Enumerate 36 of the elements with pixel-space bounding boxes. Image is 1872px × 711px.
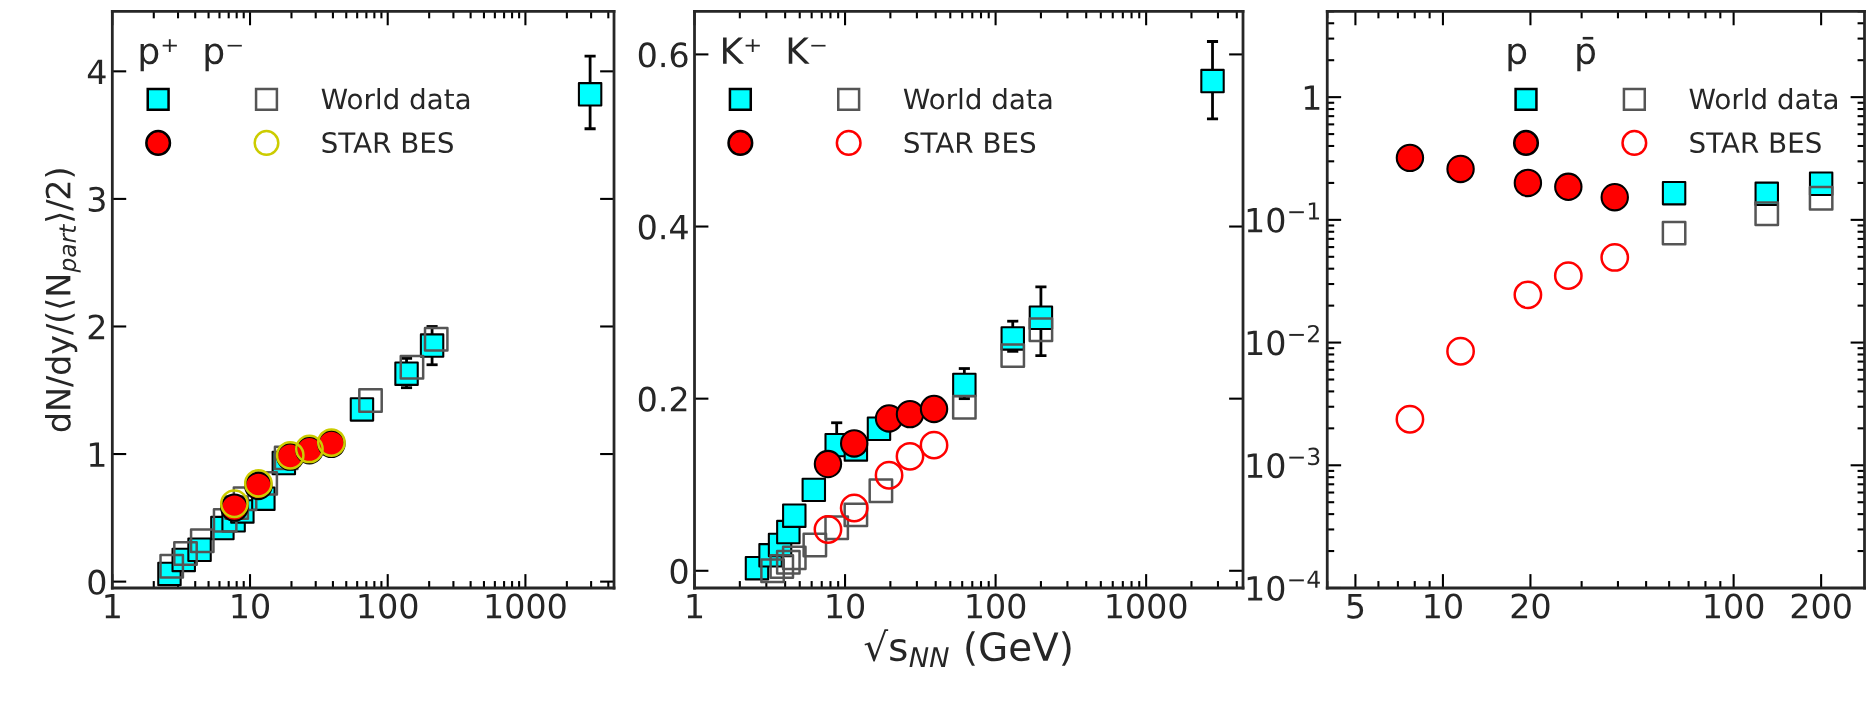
legend-label: World data: [903, 87, 1052, 110]
y-tick-label: 1: [89, 442, 105, 467]
x-tick-label: 1000: [1107, 593, 1187, 619]
legend-title: p⁺ p⁻: [140, 39, 242, 72]
legend-label: World data: [1689, 87, 1837, 110]
y-tick-label: 10$^{−3}$: [1247, 447, 1320, 479]
x-tick-label: 100: [967, 593, 1026, 619]
y-tick-label: 1: [1304, 85, 1320, 110]
y-tick-label: 3: [88, 186, 105, 213]
y-tick-label: 10$^{−1}$: [1247, 202, 1320, 233]
y-axis-title: dN/dy/(⟨N$_{part}$⟩/2): [45, 169, 81, 432]
y-tick-label: 0.6: [638, 42, 688, 68]
x-tick-label: 200: [1791, 593, 1851, 619]
y-tick-label: 10$^{−4}$: [1247, 570, 1320, 601]
x-tick-label: 100: [359, 593, 418, 619]
y-tick-label: 4: [87, 59, 106, 84]
legend-label: World data: [321, 87, 470, 110]
legend-label: STAR BES: [322, 132, 453, 154]
x-tick-label: 20: [1511, 593, 1550, 619]
y-tick-label: 0: [88, 569, 106, 595]
x-tick-label: 100: [1705, 593, 1764, 619]
x-tick-label: 10: [1425, 593, 1462, 619]
legend-label: STAR BES: [1690, 132, 1821, 154]
y-tick-label: 10$^{−2}$: [1247, 324, 1319, 356]
legend-label: STAR BES: [904, 132, 1036, 154]
x-tick-label: 10: [232, 593, 270, 619]
y-tick-label: 0.4: [638, 214, 688, 240]
legend-title: p p̄: [1508, 36, 1595, 72]
x-tick-label: 5: [1347, 593, 1364, 619]
x-tick-label: 1000: [486, 593, 566, 619]
y-tick-label: 0: [670, 558, 688, 584]
y-tick-label: 0.2: [638, 386, 687, 412]
x-axis-title: √s$_{NN}$ (GeV): [864, 629, 1071, 668]
y-tick-label: 2: [88, 314, 105, 340]
x-tick-label: 10: [827, 593, 865, 619]
legend-title: K⁺ K⁻: [723, 37, 826, 64]
